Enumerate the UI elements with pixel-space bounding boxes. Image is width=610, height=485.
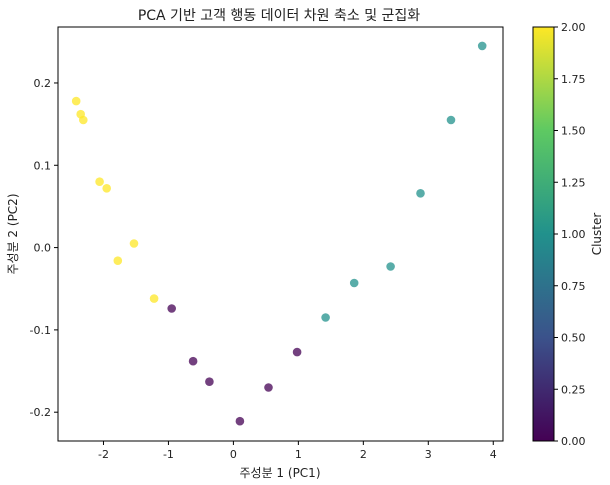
x-tick-label: 4: [490, 448, 497, 461]
data-point: [71, 96, 81, 106]
x-tick-label: 3: [425, 448, 432, 461]
y-axis-label: 주성분 2 (PC2): [6, 194, 20, 275]
y-tick-label: 0.2: [34, 77, 52, 90]
data-point: [167, 304, 176, 313]
data-point: [149, 294, 159, 303]
data-point: [446, 115, 456, 125]
colorbar-ticks: 0.00 0.25 0.50 0.75 1.00 1.25 1.50 1.75 2.00: [554, 21, 586, 448]
x-axis-ticks: -2 -1 0 1 2 3 4: [98, 441, 497, 461]
data-point: [386, 262, 395, 271]
x-tick-label: -2: [98, 448, 109, 461]
plot-area: -2 -1 0 1 2 3 4 -0.2 -0.1 0.0 0.1 0.2: [30, 26, 504, 461]
data-point: [188, 356, 198, 366]
data-point: [129, 239, 139, 248]
colorbar-tick-label: 2.00: [561, 21, 586, 34]
data-point: [235, 416, 245, 426]
colorbar: 0.00 0.25 0.50 0.75 1.00 1.25 1.50 1.75 2.00 Clu…: [532, 21, 604, 448]
data-point: [321, 313, 330, 322]
data-point: [205, 377, 214, 387]
x-tick-label: 0: [230, 448, 237, 461]
y-tick-label: -0.1: [30, 324, 51, 337]
data-points: [71, 41, 487, 426]
colorbar-label: Cluster: [590, 213, 604, 256]
colorbar-tick-label: 0.75: [561, 280, 586, 293]
colorbar-tick-label: 0.00: [561, 435, 586, 448]
chart-title: PCA 기반 고객 행동 데이터 차원 축소 및 군집화: [138, 8, 420, 24]
colorbar-gradient: [532, 26, 555, 442]
x-tick-label: 1: [295, 448, 302, 461]
y-tick-label: 0.0: [34, 242, 52, 255]
data-point: [102, 184, 111, 193]
x-tick-label: 2: [360, 448, 367, 461]
colorbar-tick-label: 1.00: [561, 228, 586, 241]
colorbar-tick-label: 0.25: [561, 383, 586, 396]
data-point: [95, 177, 104, 186]
x-tick-label: -1: [163, 448, 174, 461]
data-point: [79, 115, 88, 125]
y-tick-label: 0.1: [34, 159, 52, 172]
data-point: [349, 278, 359, 288]
data-point: [264, 383, 273, 392]
x-axis-label: 주성분 1 (PC1): [240, 466, 321, 480]
colorbar-tick-label: 0.50: [561, 332, 586, 345]
colorbar-tick-label: 1.75: [561, 73, 586, 86]
colorbar-tick-label: 1.25: [561, 176, 586, 189]
data-point: [113, 256, 123, 266]
plot-frame: [57, 26, 504, 442]
data-point: [416, 189, 425, 198]
y-tick-label: -0.2: [30, 406, 51, 419]
data-point: [292, 347, 302, 357]
y-axis-ticks: -0.2 -0.1 0.0 0.1 0.2: [30, 77, 58, 419]
colorbar-tick-label: 1.50: [561, 125, 586, 138]
data-point: [477, 41, 487, 51]
